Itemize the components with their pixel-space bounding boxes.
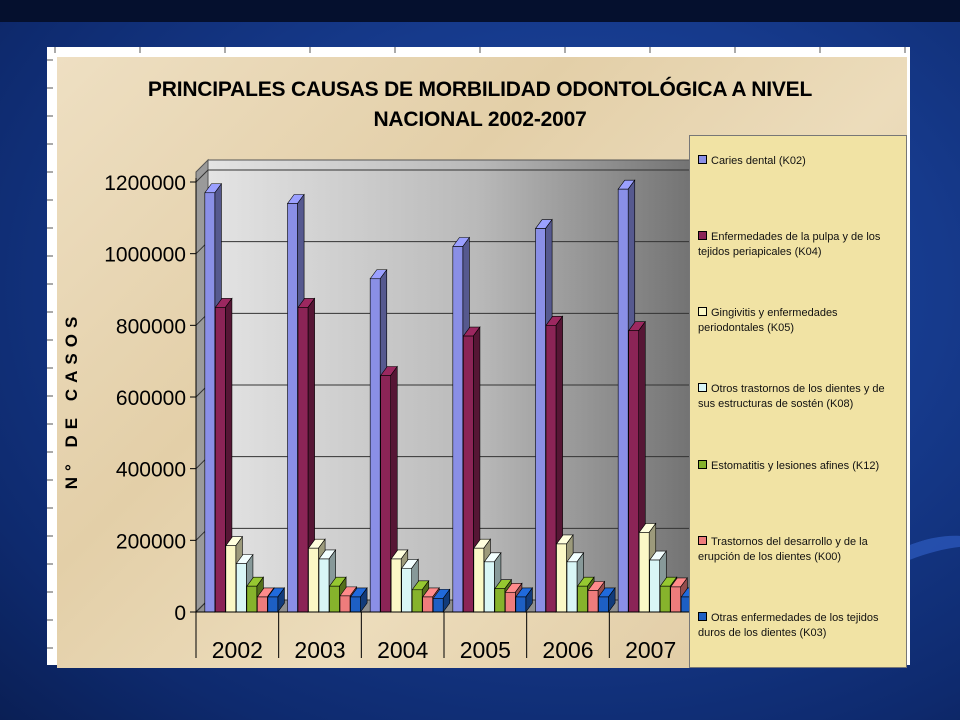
- bar: [422, 596, 433, 613]
- x-tick-label: 2005: [460, 637, 511, 663]
- legend-item: Enfermedades de la pulpa y de los tejido…: [698, 230, 902, 260]
- bar: [577, 585, 588, 613]
- bar: [659, 585, 671, 613]
- x-tick-label: 2004: [377, 637, 428, 663]
- bar: [505, 591, 516, 613]
- bar: [556, 543, 567, 613]
- legend-swatch: [698, 535, 707, 545]
- legend-item: Gingivitis y enfermedades periodontales …: [698, 306, 902, 336]
- bar: [380, 375, 391, 613]
- bar: [297, 307, 309, 613]
- x-tick-label: 2007: [625, 637, 676, 663]
- bar: [545, 325, 557, 613]
- y-tick-label: 800000: [116, 315, 186, 338]
- legend-swatch: [698, 155, 707, 164]
- bar: [463, 335, 474, 613]
- y-tick-label: 1200000: [104, 172, 186, 195]
- bar: [452, 246, 464, 613]
- legend-label: Enfermedades de la pulpa y de los tejido…: [698, 231, 881, 259]
- legend-swatch: [698, 231, 707, 241]
- x-tick-label: 2002: [212, 637, 263, 663]
- legend-label: Otras enfermedades de los tejidos duros …: [698, 611, 879, 639]
- top-bar: [0, 0, 960, 22]
- bar: [390, 558, 402, 613]
- bar: [257, 596, 268, 613]
- y-tick-label: 200000: [116, 530, 186, 553]
- bar: [411, 589, 423, 613]
- legend-swatch: [698, 459, 707, 469]
- bar: [628, 330, 639, 613]
- bar: [473, 547, 485, 613]
- bar: [566, 561, 578, 613]
- legend-item: Trastornos del desarrollo y de la erupci…: [698, 535, 902, 565]
- bar: [308, 547, 319, 613]
- bar: [494, 588, 506, 613]
- bar: [329, 585, 340, 613]
- legend-label: Gingivitis y enfermedades periodontales …: [698, 307, 838, 335]
- y-tick-label: 1000000: [104, 244, 186, 267]
- bar: [339, 595, 351, 613]
- bar: [350, 596, 361, 613]
- x-tick-label: 2006: [542, 637, 593, 663]
- bar: [246, 585, 258, 613]
- bar: [617, 188, 629, 613]
- gridline-side: [195, 169, 209, 183]
- bar: [401, 567, 412, 613]
- bar: [318, 558, 330, 613]
- bar: [484, 561, 495, 613]
- bar: [432, 598, 444, 613]
- y-tick-label: 0: [174, 602, 186, 625]
- bar: [204, 192, 216, 613]
- y-tick-label: 600000: [116, 387, 186, 410]
- bar: [535, 228, 546, 613]
- bar: [638, 532, 650, 613]
- bar: [267, 596, 279, 613]
- bar: [369, 278, 381, 613]
- x-tick-label: 2003: [294, 637, 345, 663]
- legend-item: Otros trastornos de los dientes y de sus…: [698, 382, 902, 412]
- chart-legend: Caries dental (K02) Enfermedades de la pu…: [689, 135, 907, 668]
- legend-label: Otros trastornos de los dientes y de sus…: [698, 383, 885, 411]
- legend-label: Estomatitis y lesiones afines (K12): [711, 459, 880, 472]
- bar: [287, 203, 298, 613]
- bar: [236, 563, 247, 613]
- legend-item: Otras enfermedades de los tejidos duros …: [698, 611, 902, 641]
- bar: [515, 596, 527, 613]
- legend-label: Trastornos del desarrollo y de la erupci…: [698, 535, 868, 563]
- bar: [225, 545, 237, 613]
- chart-title-line1: PRINCIPALES CAUSAS DE MORBILIDAD ODONTOL…: [147, 78, 813, 101]
- legend-item: Estomatitis y lesiones afines (K12): [698, 459, 902, 474]
- legend-label: Caries dental (K02): [711, 155, 806, 167]
- y-tick-label: 400000: [116, 459, 186, 482]
- bar: [587, 590, 599, 613]
- bar: [649, 559, 660, 613]
- legend-swatch: [698, 611, 707, 621]
- bar: [598, 596, 609, 613]
- legend-swatch: [698, 383, 707, 393]
- legend-item: Caries dental (K02): [698, 154, 902, 169]
- bar: [670, 586, 681, 613]
- legend-swatch: [698, 307, 707, 317]
- chart-title-line2: NACIONAL 2002-2007: [373, 108, 587, 131]
- bar: [215, 307, 226, 613]
